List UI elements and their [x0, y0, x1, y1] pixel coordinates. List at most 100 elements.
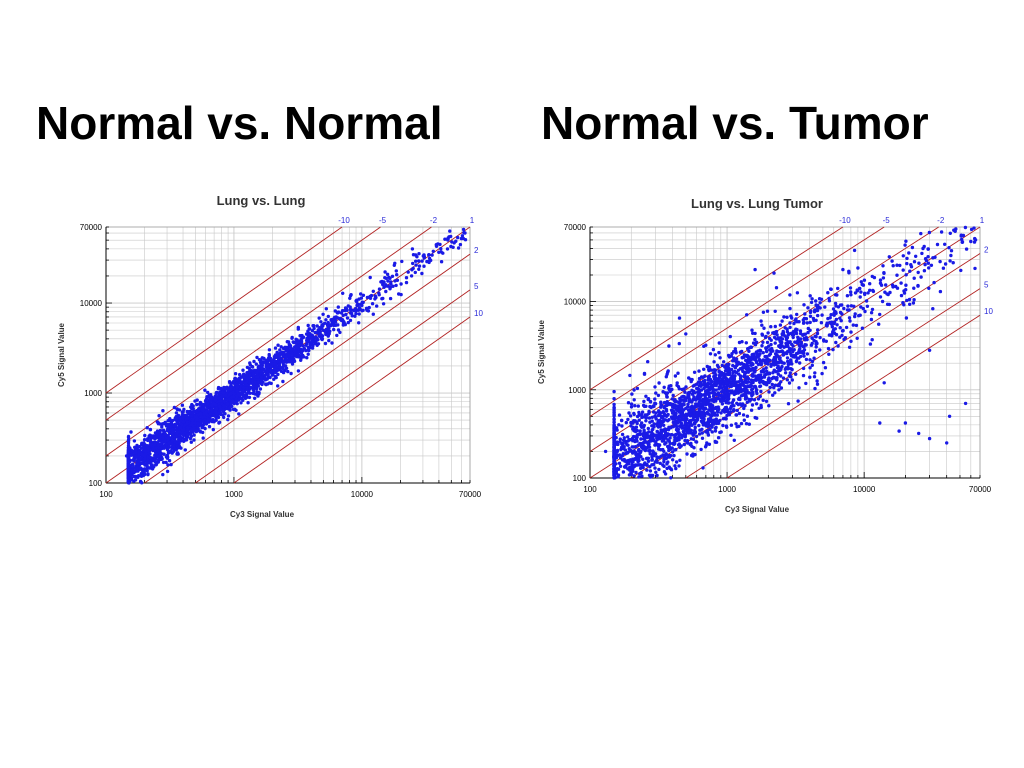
- data-point: [722, 407, 726, 412]
- data-point: [662, 449, 666, 453]
- data-point: [781, 350, 785, 354]
- data-point: [633, 435, 637, 439]
- data-point: [142, 471, 147, 475]
- data-point: [815, 331, 820, 336]
- fold-line-2: [631, 253, 981, 479]
- data-point: [636, 443, 640, 447]
- data-point: [382, 280, 386, 284]
- data-point: [820, 371, 824, 376]
- data-point: [830, 325, 834, 329]
- data-point: [777, 357, 782, 361]
- data-point: [729, 423, 734, 427]
- data-point: [819, 321, 824, 325]
- data-point: [683, 390, 687, 394]
- data-point: [233, 372, 238, 376]
- data-point: [379, 280, 383, 284]
- data-point: [760, 323, 764, 327]
- data-point: [144, 451, 148, 456]
- data-point: [813, 371, 817, 375]
- data-point: [625, 460, 629, 464]
- data-point: [664, 409, 669, 413]
- fold-line-label: 10: [474, 309, 483, 318]
- data-point: [907, 251, 911, 255]
- data-point: [894, 284, 898, 289]
- data-point: [410, 247, 415, 251]
- data-point: [825, 323, 829, 327]
- data-point: [612, 418, 616, 422]
- data-point: [324, 318, 328, 322]
- data-point: [831, 307, 836, 311]
- data-point: [172, 449, 176, 453]
- data-point: [456, 235, 460, 240]
- data-point: [927, 230, 932, 235]
- data-point: [145, 426, 149, 430]
- data-point: [323, 341, 328, 346]
- data-point: [172, 405, 177, 410]
- data-point: [853, 314, 857, 319]
- data-point: [463, 231, 467, 235]
- data-point: [794, 331, 799, 336]
- data-point: [778, 360, 782, 364]
- data-point: [242, 372, 246, 376]
- data-point: [759, 319, 763, 323]
- data-point: [657, 409, 661, 413]
- data-point: [653, 466, 657, 470]
- data-point: [321, 312, 325, 316]
- data-point: [740, 403, 744, 408]
- data-point: [692, 414, 697, 418]
- data-point: [933, 255, 937, 259]
- data-point: [764, 399, 769, 403]
- data-point: [729, 433, 733, 437]
- data-point: [919, 275, 923, 279]
- data-point: [267, 352, 271, 357]
- data-point: [792, 321, 796, 326]
- data-point: [629, 402, 634, 406]
- data-point: [166, 434, 170, 438]
- data-point: [816, 313, 820, 318]
- data-point: [191, 417, 195, 421]
- data-point: [715, 413, 719, 417]
- data-point: [645, 468, 649, 472]
- data-point: [881, 276, 886, 280]
- data-point: [771, 331, 775, 335]
- data-point: [749, 361, 754, 365]
- data-point: [184, 413, 188, 418]
- data-point: [149, 434, 154, 438]
- data-point: [840, 329, 845, 333]
- data-point: [682, 433, 686, 437]
- data-point: [747, 391, 751, 395]
- data-point: [617, 413, 622, 417]
- data-point: [912, 276, 916, 280]
- data-point: [669, 453, 673, 458]
- data-point: [284, 360, 288, 364]
- data-point: [639, 413, 644, 417]
- data-point: [817, 297, 822, 301]
- data-point: [126, 466, 131, 470]
- data-point: [229, 392, 233, 396]
- data-point: [276, 356, 281, 360]
- data-point: [785, 330, 790, 334]
- data-point: [208, 399, 213, 403]
- data-point: [152, 447, 156, 451]
- data-point: [801, 373, 806, 378]
- data-point: [635, 433, 640, 437]
- data-point: [712, 360, 716, 364]
- data-point: [677, 464, 681, 468]
- data-point: [268, 358, 272, 362]
- data-point: [681, 403, 685, 407]
- data-point: [281, 370, 285, 374]
- data-point: [283, 345, 287, 350]
- data-point: [218, 407, 223, 412]
- data-point: [134, 454, 138, 459]
- x-tick-label: 70000: [459, 490, 482, 499]
- data-point: [948, 259, 952, 263]
- data-point: [264, 370, 268, 375]
- data-point: [773, 309, 777, 313]
- data-point: [365, 295, 370, 300]
- data-point: [154, 462, 159, 466]
- data-point: [846, 304, 850, 308]
- data-point: [206, 402, 210, 407]
- data-point: [247, 395, 252, 400]
- data-point: [456, 246, 461, 250]
- data-point: [672, 453, 676, 458]
